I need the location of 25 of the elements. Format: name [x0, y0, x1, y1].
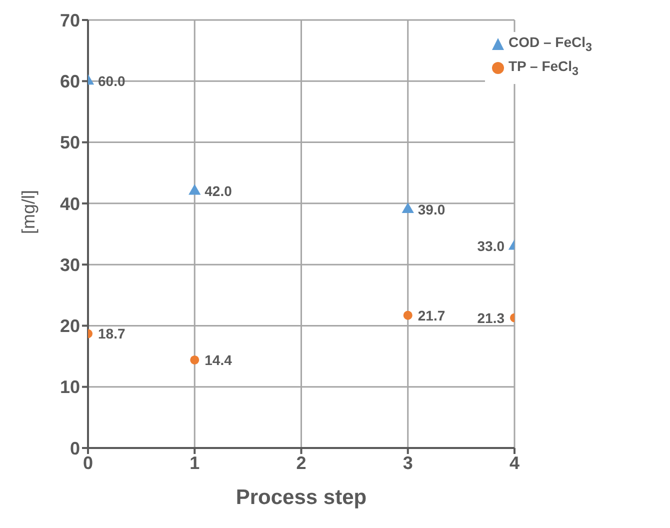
data-label: 18.7 — [98, 326, 126, 342]
legend-label: COD – FeCl$_{3}$ — [508, 34, 592, 54]
y-tick-label: 20 — [60, 316, 80, 336]
x-tick-label: 3 — [402, 452, 413, 473]
legend-label: TP – FeCl$_{3}$ — [508, 58, 579, 78]
data-label: 39.0 — [418, 202, 446, 218]
data-label: 21.3 — [477, 310, 505, 326]
data-label: 21.7 — [418, 307, 446, 324]
x-tick-label: 0 — [82, 452, 94, 473]
x-tick-label: 2 — [296, 452, 306, 473]
y-tick-label: 30 — [60, 254, 80, 275]
data-label: 14.4 — [204, 352, 232, 368]
y-tick-label: 50 — [60, 132, 80, 153]
x-axis-title: Process step — [236, 486, 367, 509]
x-tick-label: 1 — [190, 452, 200, 473]
y-tick-label: 40 — [60, 194, 80, 214]
data-label: 60.0 — [98, 73, 126, 90]
data-label: 33.0 — [477, 238, 505, 254]
x-tick-label: 4 — [509, 452, 520, 473]
y-tick-label: 60 — [60, 72, 80, 92]
y-tick-label: 0 — [70, 438, 80, 458]
data-label: 42.0 — [204, 183, 232, 200]
y-axis-title: [mg/l] — [18, 190, 38, 234]
y-tick-label: 70 — [60, 10, 80, 30]
y-tick-label: 10 — [60, 377, 80, 398]
